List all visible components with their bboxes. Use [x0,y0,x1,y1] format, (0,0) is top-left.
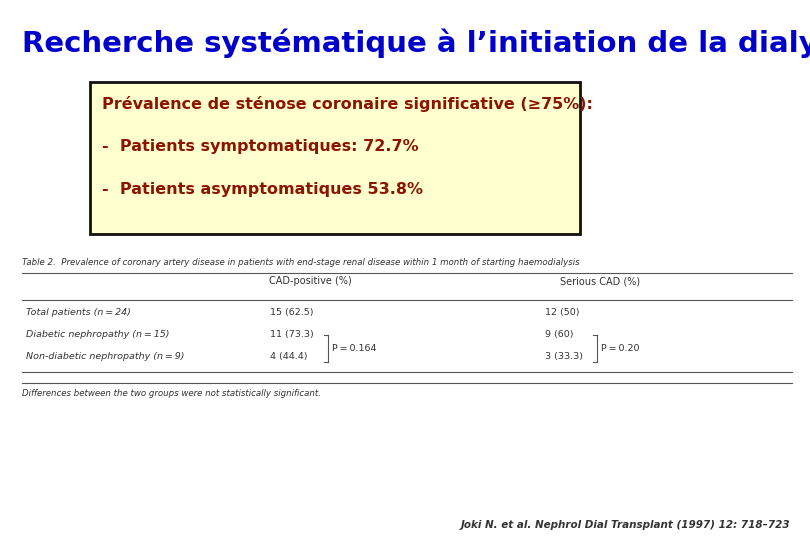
FancyBboxPatch shape [90,82,580,234]
Text: P = 0.164: P = 0.164 [332,344,377,353]
Text: Prévalence de sténose coronaire significative (≥75%):: Prévalence de sténose coronaire signific… [102,96,593,112]
Text: Non-diabetic nephropathy (n = 9): Non-diabetic nephropathy (n = 9) [26,352,185,361]
Text: -  Patients symptomatiques: 72.7%: - Patients symptomatiques: 72.7% [102,139,419,154]
Text: CAD-positive (%): CAD-positive (%) [269,276,352,286]
Text: 3 (33.3): 3 (33.3) [545,352,583,361]
Text: Joki N. et al. Nephrol Dial Transplant (1997) 12: 718–723: Joki N. et al. Nephrol Dial Transplant (… [460,520,790,530]
Text: 11 (73.3): 11 (73.3) [270,330,313,339]
Text: Differences between the two groups were not statistically significant.: Differences between the two groups were … [22,389,321,398]
Text: Diabetic nephropathy (n = 15): Diabetic nephropathy (n = 15) [26,330,169,339]
Text: P = 0.20: P = 0.20 [601,344,640,353]
Text: Serious CAD (%): Serious CAD (%) [560,276,640,286]
Text: 15 (62.5): 15 (62.5) [270,308,313,317]
Text: Recherche systématique à l’initiation de la dialyse: Recherche systématique à l’initiation de… [22,28,810,57]
Text: Total patients (n = 24): Total patients (n = 24) [26,308,131,317]
Text: 12 (50): 12 (50) [545,308,579,317]
Text: 9 (60): 9 (60) [545,330,573,339]
Text: 4 (44.4): 4 (44.4) [270,352,308,361]
Text: -  Patients asymptomatiques 53.8%: - Patients asymptomatiques 53.8% [102,182,423,197]
Text: Table 2.  Prevalence of coronary artery disease in patients with end-stage renal: Table 2. Prevalence of coronary artery d… [22,258,580,267]
